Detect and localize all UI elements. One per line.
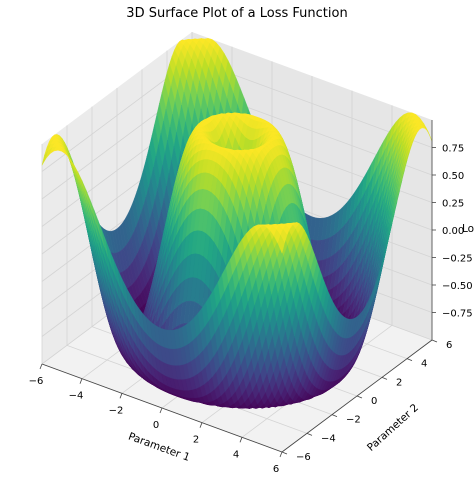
tick-labels: −6 −4 −2 0 2 4 6 −6 −4 −2 0 2 4 6 −0.75 −0.50 −0.25 0.00 0… <box>29 144 473 476</box>
z-tick-label: 0.75 <box>442 144 464 155</box>
x-tick-mark <box>159 407 163 414</box>
y-tick-mark <box>406 358 413 362</box>
z-tick-label: 0.50 <box>442 171 464 182</box>
y-tick-mark <box>281 451 288 455</box>
y-tick-mark <box>431 339 438 343</box>
y-tick-mark <box>331 414 338 418</box>
x-tick-mark <box>79 378 83 384</box>
loss-surface <box>41 38 433 409</box>
x-tick-label: −4 <box>69 391 84 402</box>
x-tick-mark <box>239 437 243 443</box>
x-tick-label: −6 <box>29 376 44 387</box>
x-tick-label: 6 <box>273 464 279 475</box>
y-tick-label: 0 <box>371 396 377 407</box>
x-tick-mark <box>119 393 123 399</box>
z-axis-label: Loss <box>462 223 474 235</box>
chart-title: 3D Surface Plot of a Loss Function <box>126 6 348 21</box>
x-axis-label: Parameter 1 <box>127 430 192 463</box>
z-tick-label: −0.75 <box>442 309 473 320</box>
x-tick-label: 2 <box>193 435 199 446</box>
y-tick-label: −6 <box>296 452 311 463</box>
x-tick-label: −2 <box>109 405 124 416</box>
y-axis-label: Parameter 2 <box>365 402 421 454</box>
y-tick-label: 2 <box>396 377 402 388</box>
z-tick-label: 0.00 <box>442 226 464 237</box>
x-tick-label: 4 <box>233 449 239 460</box>
y-tick-label: −2 <box>346 415 361 426</box>
z-tick-label: 0.25 <box>442 199 464 210</box>
y-tick-mark <box>306 432 313 436</box>
x-tick-mark <box>279 451 283 458</box>
x-tick-label: 0 <box>153 420 159 431</box>
y-tick-mark <box>356 395 363 399</box>
z-tick-label: −0.25 <box>442 254 473 265</box>
surface-patch <box>277 234 285 254</box>
z-tick-label: −0.50 <box>442 281 473 292</box>
y-tick-label: 6 <box>446 340 452 351</box>
y-tick-label: 4 <box>421 359 427 370</box>
x-tick-mark <box>199 422 203 428</box>
x-tick-mark <box>39 363 43 370</box>
y-tick-mark <box>381 376 388 380</box>
y-tick-label: −4 <box>321 433 336 444</box>
